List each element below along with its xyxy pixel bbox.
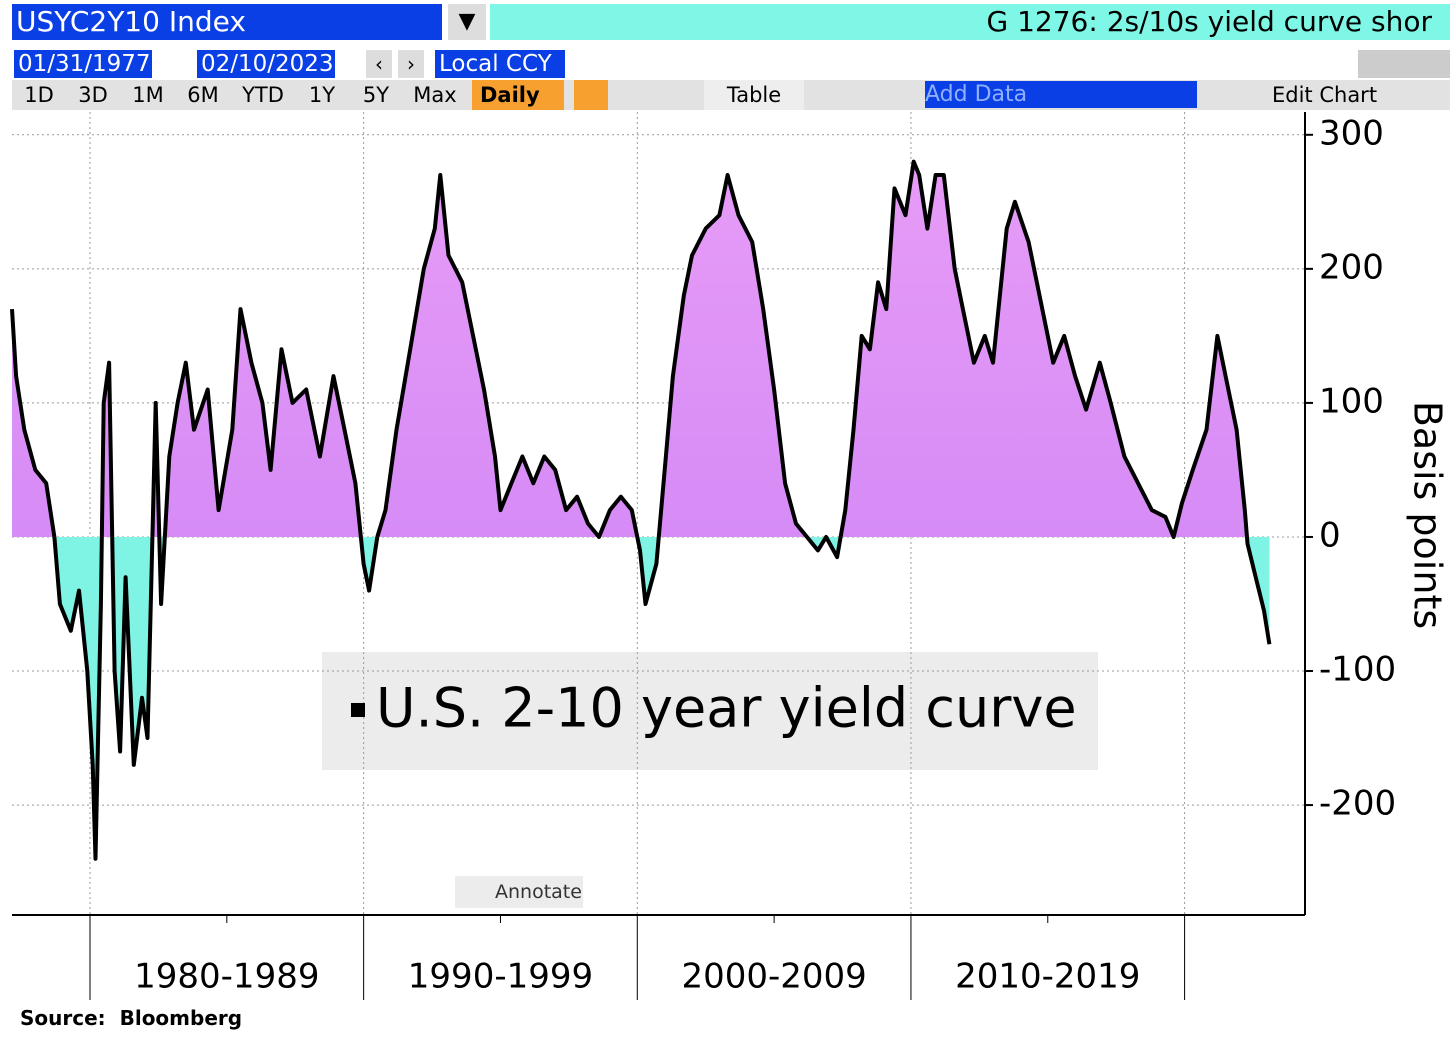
end-date[interactable]: 02/10/2023 <box>197 50 335 78</box>
table-button[interactable]: Table <box>704 80 804 110</box>
legend <box>322 652 1098 770</box>
ticker[interactable]: USYC2Y10 Index <box>12 4 442 40</box>
y-tick-label: 200 <box>1319 247 1384 287</box>
edit-chart[interactable]: Edit Chart <box>1272 83 1378 107</box>
undo-redo[interactable] <box>1358 50 1450 78</box>
y-tick-label: -200 <box>1319 784 1396 824</box>
currency[interactable]: Local CCY <box>435 50 565 78</box>
y-axis-label: Basis points <box>1406 401 1450 629</box>
add-data[interactable]: Add Data <box>925 81 1197 108</box>
frequency[interactable]: Daily <box>472 80 564 110</box>
range-button[interactable]: 5Y <box>362 83 390 107</box>
range-button[interactable]: 1M <box>132 83 164 107</box>
range-button[interactable]: 1Y <box>308 83 336 107</box>
range-button[interactable]: 6M <box>187 83 219 107</box>
y-tick-label: 100 <box>1319 381 1384 421</box>
range-button[interactable]: Max <box>413 83 457 107</box>
range-button[interactable]: 1D <box>24 83 54 107</box>
chart-title: G 1276: 2s/10s yield curve shor <box>490 4 1450 40</box>
line-style[interactable] <box>574 80 608 110</box>
y-tick-label: 0 <box>1319 515 1341 555</box>
x-tick-label: 1980-1989 <box>134 957 319 997</box>
start-date[interactable]: 01/31/1977 <box>14 50 152 78</box>
annotate[interactable]: Annotate <box>455 876 583 908</box>
range-button[interactable]: YTD <box>242 83 284 107</box>
y-tick-label: -100 <box>1319 650 1396 690</box>
x-tick-label: 2000-2009 <box>681 957 866 997</box>
range-button[interactable]: 3D <box>78 83 108 107</box>
source: Source: Bloomberg <box>20 1006 243 1030</box>
next-button[interactable]: › <box>398 50 424 78</box>
x-tick-label: 2010-2019 <box>955 957 1140 997</box>
prev-button[interactable]: ‹ <box>366 50 392 78</box>
filter-button[interactable]: ▼ <box>448 4 486 40</box>
y-tick-label: 300 <box>1319 113 1384 153</box>
x-tick-label: 1990-1999 <box>408 957 593 997</box>
